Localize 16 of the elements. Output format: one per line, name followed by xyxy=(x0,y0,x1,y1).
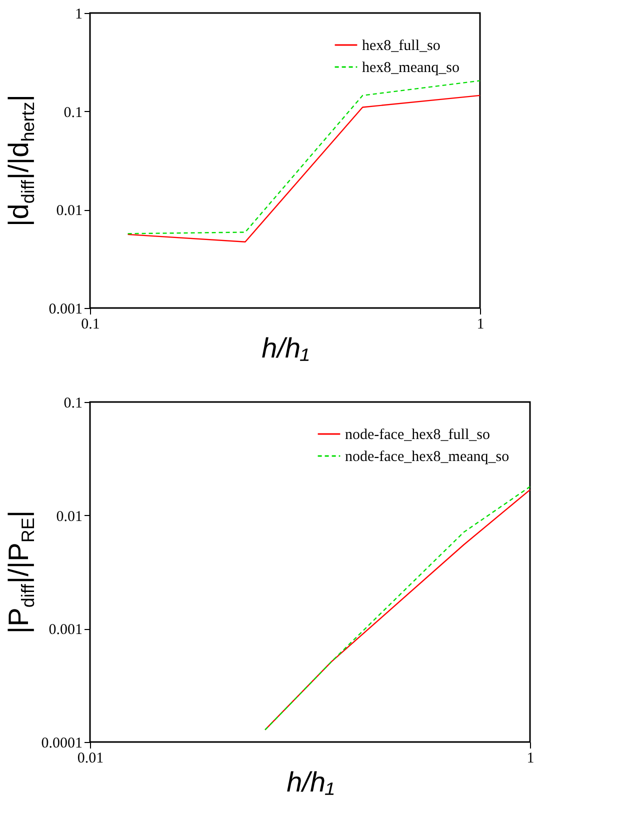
y-tick-label: 0.01 xyxy=(56,203,82,220)
x-axis-title: h/h₁ xyxy=(262,332,310,364)
legend-label: node-face_hex8_full_so xyxy=(345,427,490,443)
legend-label: node-face_hex8_meanq_so xyxy=(345,449,510,465)
y-axis-title: |ddiff|/|dhertz| xyxy=(3,94,38,227)
y-tick-label: 0.1 xyxy=(64,396,82,412)
y-tick-label: 0.001 xyxy=(48,302,82,318)
y-axis-title: |Pdiff|/|PRE| xyxy=(3,510,38,634)
y-tick-label: 0.001 xyxy=(48,622,82,638)
legend-label: hex8_meanq_so xyxy=(362,60,460,76)
legend-label: hex8_full_so xyxy=(362,38,440,54)
y-tick-label: 0.1 xyxy=(64,104,82,121)
y-tick-label: 0.01 xyxy=(56,508,82,525)
y-tick-label: 1 xyxy=(75,6,82,22)
x-axis-title: h/h₁ xyxy=(286,766,335,798)
y-tick-label: 0.0001 xyxy=(41,736,82,752)
